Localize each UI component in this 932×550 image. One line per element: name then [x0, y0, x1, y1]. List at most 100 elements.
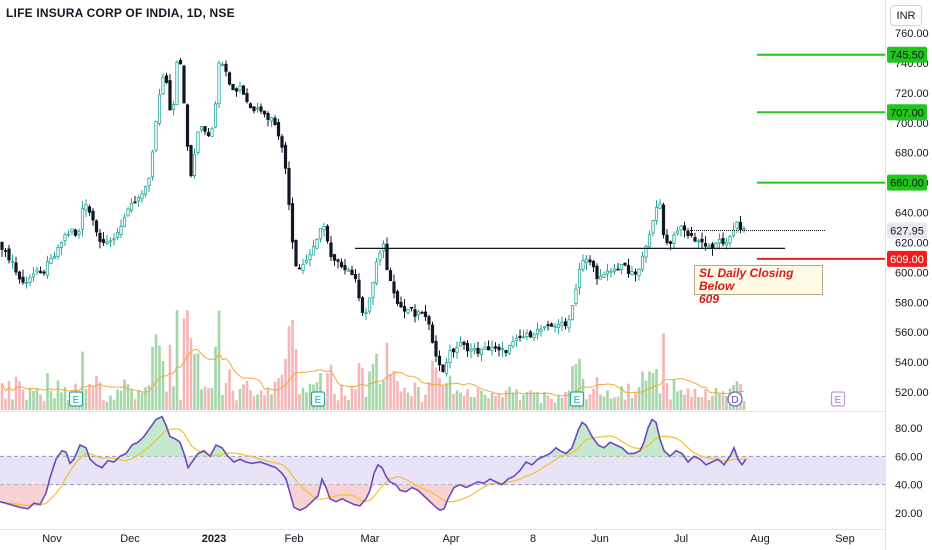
candle-body: [115, 231, 120, 239]
volume-bar: [518, 399, 522, 410]
volume-bar: [364, 396, 368, 410]
volume-bar: [189, 338, 193, 410]
volume-bar: [641, 371, 644, 410]
volume-bar: [613, 397, 616, 410]
volume-bar: [291, 320, 294, 410]
candle-body: [385, 243, 389, 270]
level-badge-707.00: [887, 104, 927, 121]
volume-bar: [721, 391, 725, 410]
candle-body: [696, 240, 701, 243]
volume-bar: [424, 394, 427, 410]
volume-bar: [588, 393, 592, 410]
candle-body: [591, 260, 596, 268]
volume-bar: [511, 392, 515, 410]
volume-bar: [214, 346, 217, 410]
candle-body: [276, 122, 281, 137]
volume-bar: [679, 389, 683, 410]
rsi-tick-label: 80.00: [895, 423, 923, 435]
volume-bar: [63, 386, 67, 410]
candle-body: [297, 267, 302, 270]
volume-bar: [571, 365, 574, 410]
volume-bar: [333, 393, 336, 410]
currency-button[interactable]: INR: [890, 5, 922, 26]
candle-body: [448, 350, 452, 363]
candle-body: [171, 104, 176, 110]
candle-body: [353, 273, 358, 280]
candle-body: [343, 265, 347, 271]
candle-body: [273, 117, 277, 126]
candle-body: [367, 297, 372, 312]
volume-bar: [200, 389, 203, 410]
candle-body: [161, 76, 165, 95]
volume-bar: [630, 397, 634, 410]
candle-body: [584, 258, 589, 264]
volume-bar: [609, 398, 613, 410]
price-axis[interactable]: 760.00740.00720.00700.00680.00660.00640.…: [887, 28, 929, 520]
volume-bar: [441, 385, 445, 410]
time-tick-label: Sep: [835, 533, 855, 545]
candle-body: [248, 103, 253, 109]
event-marker-label: E: [73, 395, 80, 406]
candle-body: [17, 271, 22, 280]
candle-body: [262, 110, 267, 115]
candle-body: [644, 245, 648, 258]
volume-bar: [266, 387, 270, 410]
volume-bar: [130, 389, 133, 410]
time-axis[interactable]: Nov Dec 2023 Feb Mar Apr 8 Jun Jul Aug Sep: [42, 533, 855, 545]
candle-body: [224, 63, 228, 72]
candle-body: [497, 346, 501, 351]
candle-body: [423, 311, 428, 318]
candle-body: [21, 276, 25, 283]
candle-body: [392, 281, 396, 294]
candle-body: [301, 264, 305, 271]
volume-bar: [263, 395, 266, 410]
candle-body: [56, 246, 60, 258]
volume-bar: [504, 390, 508, 410]
candle-body: [101, 239, 106, 243]
level-badge-label: 660.00: [890, 178, 924, 190]
candle-body: [665, 234, 669, 243]
candle-body: [87, 206, 92, 213]
candle-body: [693, 237, 697, 242]
event-marker-label: E: [574, 395, 581, 406]
volume-bar: [494, 395, 497, 410]
price-tick-label: 720.00: [895, 88, 929, 100]
candle-body: [742, 228, 746, 230]
candle-body: [395, 291, 400, 304]
volume-bar: [221, 395, 224, 410]
volume-bar: [676, 391, 679, 410]
volume-bar: [60, 392, 63, 410]
candle-body: [717, 238, 722, 244]
candle-body: [647, 234, 652, 248]
volume-bar: [473, 397, 476, 410]
candle-body: [399, 301, 403, 308]
volume-bar: [490, 393, 494, 410]
stop-loss-note[interactable]: SL Daily Closing Below 609: [694, 265, 823, 306]
candle-body: [329, 242, 333, 258]
volume-bar: [371, 363, 375, 410]
candle-body: [570, 305, 575, 320]
volume-bar: [242, 384, 245, 410]
volume-bar: [697, 396, 700, 410]
candle-body: [206, 132, 211, 137]
volume-bar: [203, 386, 207, 410]
volume-bar: [497, 393, 501, 410]
volume-bar: [193, 354, 196, 410]
volume-bar: [644, 380, 648, 410]
volume-bar: [196, 353, 200, 410]
volume-bar: [392, 370, 396, 410]
candle-body: [322, 226, 326, 231]
candle-body: [728, 236, 732, 244]
volume-bar: [725, 395, 728, 410]
candle-body: [616, 268, 620, 271]
candle-body: [45, 260, 50, 276]
time-tick-label: Dec: [120, 533, 140, 545]
candle-body: [556, 323, 561, 328]
rsi-band: [0, 456, 885, 485]
candle-body: [346, 269, 351, 272]
candle-body: [234, 88, 239, 92]
candle-body: [31, 273, 36, 278]
candle-body: [672, 234, 676, 244]
